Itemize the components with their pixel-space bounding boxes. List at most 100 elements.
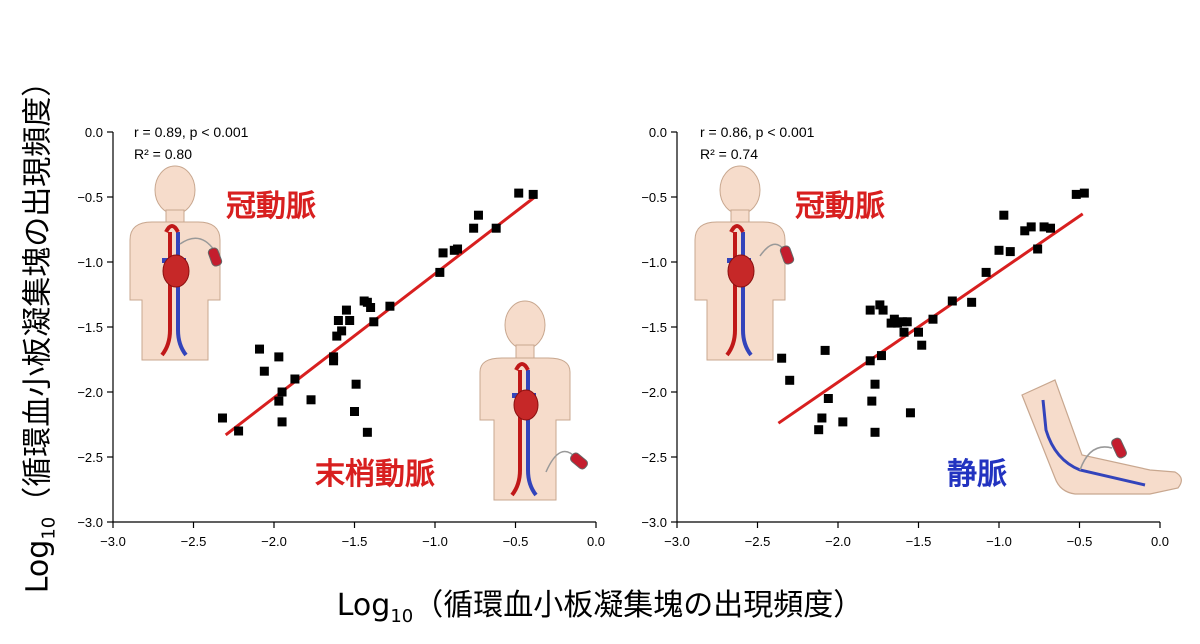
- left-data-point: [514, 188, 524, 198]
- left-y-tick-label: 0.0: [85, 125, 103, 140]
- x-axis-title-log: Log: [336, 588, 391, 623]
- left-x-tick-label: −3.0: [100, 534, 126, 549]
- right-panel: −3.0 −2.5 −2.0 −1.5 −1.0 −0.5 0.0 0.0−0.5−1.0−…: [641, 124, 1182, 549]
- right-data-point: [893, 318, 903, 328]
- left-data-point: [350, 407, 359, 416]
- left-data-point: [366, 303, 376, 312]
- right-data-point: [875, 300, 885, 310]
- right-data-point: [867, 396, 877, 406]
- right-data-point: [814, 425, 824, 435]
- right-data-point: [902, 317, 912, 327]
- left-y-tick-label: −2.5: [77, 450, 103, 465]
- right-data-point: [967, 297, 977, 307]
- left-data-point: [469, 223, 479, 233]
- left-data-point: [333, 316, 343, 325]
- right-x-tick-label: −1.0: [986, 534, 1012, 549]
- left-y-tick-label: −1.5: [77, 320, 103, 335]
- right-x-tick-label: 0.0: [1151, 534, 1169, 549]
- right-y-tick-label: 0.0: [649, 125, 667, 140]
- left-x-tick-label: −1.0: [422, 534, 448, 549]
- right-x-tick-label: −2.5: [745, 534, 771, 549]
- left-y-ticks: 0.0 −0.5 −1.0 −1.5 −2.0 −2.5 −3.0: [77, 125, 113, 530]
- right-data-point: [917, 340, 927, 350]
- right-data-point: [928, 314, 938, 324]
- right-stats-r2: R² = 0.74: [700, 146, 758, 162]
- left-data-point: [337, 326, 347, 336]
- right-data-point: [897, 317, 907, 327]
- right-data-point: [865, 356, 875, 366]
- right-data-point: [1005, 247, 1015, 257]
- left-data-point: [435, 267, 445, 277]
- left-data-point: [277, 387, 287, 397]
- left-coronary-label: 冠動脈: [226, 189, 316, 224]
- left-x-tick-label: −0.5: [503, 534, 529, 549]
- left-data-point: [259, 366, 269, 376]
- left-y-tick-label: −2.0: [77, 385, 103, 400]
- left-data-point: [438, 248, 448, 258]
- right-x-tick-label: −3.0: [664, 534, 690, 549]
- left-data-point: [341, 305, 351, 315]
- left-peripheral-label: 末梢動脈: [315, 457, 435, 492]
- right-y-tick-label: −0.5: [641, 190, 667, 205]
- left-x-tick-label: −2.0: [261, 534, 287, 549]
- right-data-point: [1046, 223, 1056, 233]
- right-data-point: [870, 427, 880, 437]
- x-axis-title-text: （循環血小板凝集塊の出現頻度）: [413, 588, 864, 623]
- left-data-point: [362, 427, 372, 437]
- left-stats-r: r = 0.89, p < 0.001: [134, 124, 249, 140]
- left-data-point: [491, 223, 501, 233]
- right-data-point: [905, 408, 915, 418]
- left-y-tick-label: −0.5: [77, 190, 103, 205]
- right-y-tick-label: −1.0: [641, 255, 667, 270]
- y-axis-title-sub: 10: [38, 516, 60, 540]
- right-data-point: [876, 351, 886, 361]
- right-data-point: [870, 379, 880, 389]
- right-data-point: [999, 210, 1009, 220]
- left-data-point: [234, 426, 244, 436]
- x-axis-title-sub: 10: [390, 606, 414, 627]
- right-data-point: [1026, 222, 1036, 232]
- right-data-point: [817, 413, 827, 423]
- left-data-point: [473, 210, 483, 220]
- left-points: [217, 188, 538, 437]
- left-x-tick-label: 0.0: [587, 534, 605, 549]
- left-data-point: [528, 189, 538, 199]
- right-data-point: [947, 296, 957, 306]
- coronary-body-illustration: [129, 165, 223, 361]
- right-data-point: [838, 417, 848, 427]
- right-data-point: [1079, 188, 1089, 198]
- right-x-tick-label: −0.5: [1067, 534, 1093, 549]
- right-data-point: [899, 327, 909, 337]
- left-data-point: [329, 356, 339, 366]
- left-data-point: [306, 395, 316, 405]
- left-panel: −3.0 −2.5 −2.0 −1.5 −1.0 −0.5 0.0 0.0 −0.5 −1.0 −…: [77, 124, 605, 549]
- right-y-ticks: 0.0 −0.5 −1.0 −1.5 −2.0 −2.5 −3.0: [641, 125, 677, 530]
- peripheral-body-illustration: [479, 300, 588, 501]
- left-x-ticks: −3.0 −2.5 −2.0 −1.5 −1.0 −0.5 0.0: [100, 522, 605, 549]
- left-data-point: [277, 417, 287, 427]
- y-axis-title: Log10（循環血小板凝集塊の出現頻度）: [13, 67, 60, 594]
- right-vein-label: 静脈: [947, 457, 1007, 492]
- right-x-ticks: −3.0 −2.5 −2.0 −1.5 −1.0 −0.5 0.0: [664, 522, 1169, 549]
- left-data-point: [290, 374, 300, 384]
- left-data-point: [351, 379, 361, 389]
- left-x-tick-label: −2.5: [181, 534, 207, 549]
- left-fit-line: [224, 195, 536, 437]
- x-axis-title: Log10（循環血小板凝集塊の出現頻度）: [0, 580, 1200, 627]
- left-data-point: [369, 317, 379, 327]
- right-coronary-label: 冠動脈: [795, 189, 885, 224]
- right-data-point: [823, 394, 833, 403]
- right-x-tick-label: −2.0: [825, 534, 851, 549]
- right-y-tick-label: −3.0: [641, 515, 667, 530]
- right-data-point: [1020, 226, 1030, 236]
- right-data-point: [914, 327, 923, 337]
- right-data-point: [820, 345, 830, 355]
- left-data-point: [453, 244, 463, 254]
- right-data-point: [777, 353, 787, 363]
- left-data-point: [274, 396, 284, 406]
- left-y-tick-label: −1.0: [77, 255, 103, 270]
- right-y-tick-label: −2.5: [641, 450, 667, 465]
- right-stats-r: r = 0.86, p < 0.001: [700, 124, 815, 140]
- left-data-point: [274, 352, 284, 362]
